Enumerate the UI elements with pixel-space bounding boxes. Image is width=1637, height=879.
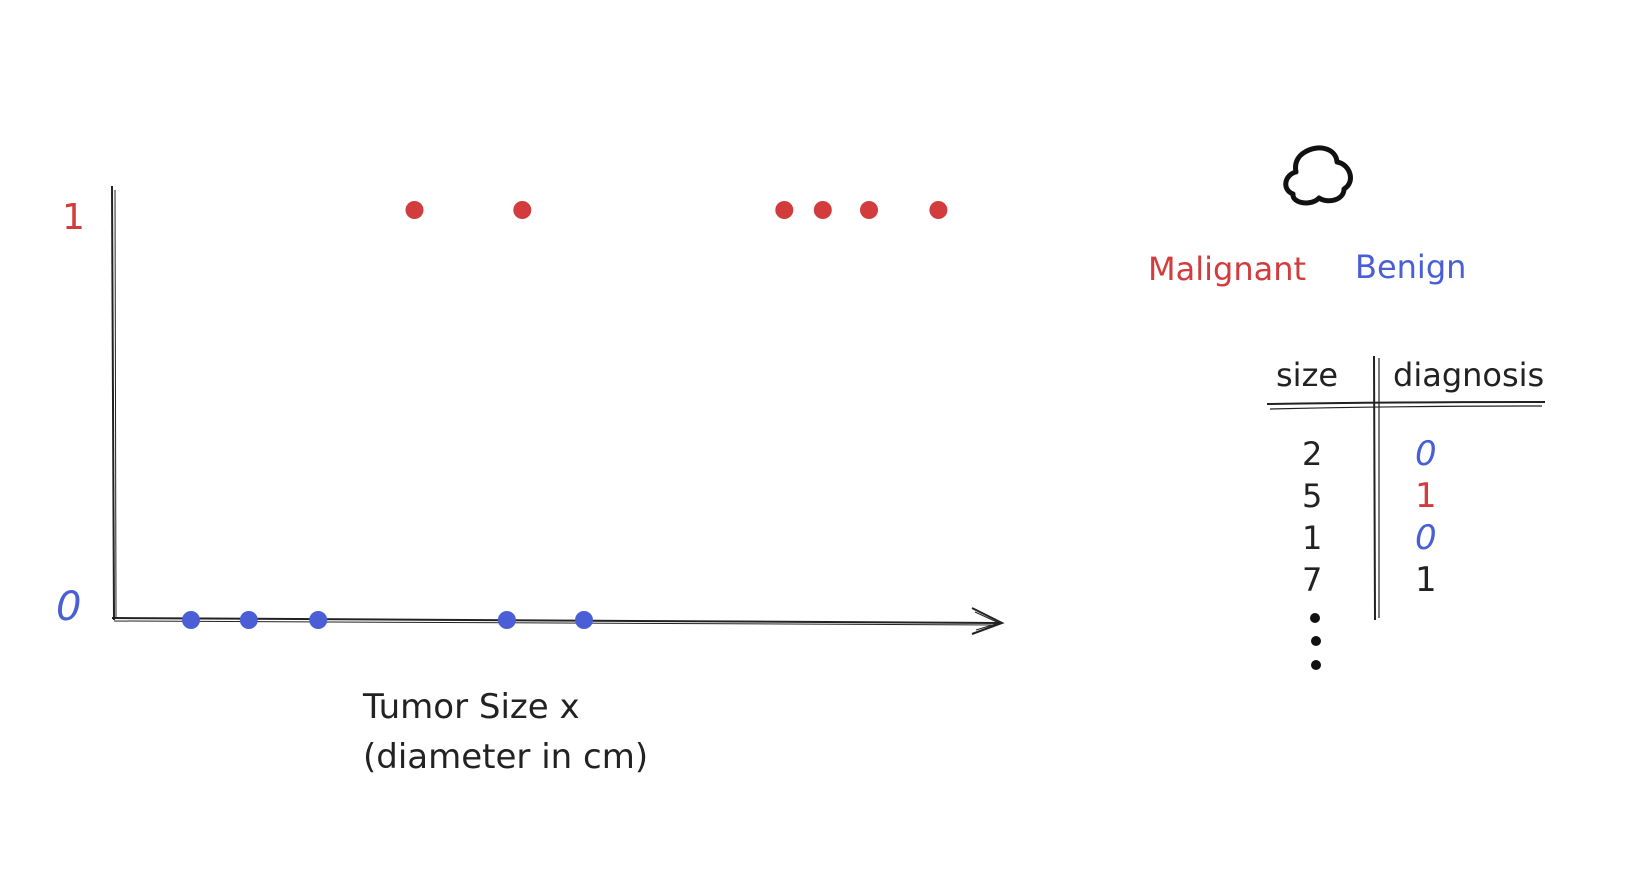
benign-point-4 — [497, 611, 516, 629]
x-axis-arrowhead-double — [974, 611, 1001, 631]
tumor-icon — [1283, 145, 1353, 206]
table-header-diagnosis: diagnosis — [1393, 356, 1544, 394]
x-axis-double — [113, 620, 999, 626]
table-header-size: size — [1276, 356, 1338, 394]
x-axis-label-line1: Tumor Size x — [362, 687, 580, 727]
table-cell-diagnosis-3: 0 — [1415, 518, 1437, 558]
malignant-point-2 — [513, 201, 532, 219]
y-axis — [111, 185, 115, 621]
axes — [111, 185, 1005, 635]
y-tick-label-1: 1 — [62, 197, 85, 238]
malignant-point-3 — [775, 201, 794, 219]
table-cell-size-2: 5 — [1302, 477, 1322, 515]
x-axis-arrowhead — [971, 607, 1005, 635]
data-table: size diagnosis 2 05 11 07 1 — [1266, 355, 1546, 670]
benign-point-1 — [182, 611, 200, 629]
more-rows-ellipsis — [1310, 613, 1321, 670]
table-cell-size-3: 1 — [1302, 519, 1322, 557]
table-header-rule-double — [1269, 405, 1543, 410]
legend: Malignant Benign — [1148, 145, 1466, 288]
benign-point-2 — [239, 611, 258, 629]
ellipsis-dot-1 — [1310, 613, 1320, 623]
legend-label-malignant: Malignant — [1148, 250, 1306, 288]
y-tick-label-0: 0 — [56, 584, 81, 630]
table-column-divider — [1373, 355, 1376, 621]
legend-label-benign: Benign — [1355, 248, 1466, 286]
ellipsis-dot-2 — [1311, 636, 1321, 646]
table-cell-size-1: 2 — [1302, 435, 1322, 473]
malignant-point-1 — [405, 201, 424, 219]
table-cell-diagnosis-4: 1 — [1415, 560, 1437, 600]
table-cell-size-4: 7 — [1302, 561, 1322, 599]
table-cell-diagnosis-2: 1 — [1415, 476, 1437, 516]
table-cell-diagnosis-1: 0 — [1415, 434, 1437, 474]
malignant-point-6 — [929, 201, 948, 219]
benign-point-5 — [575, 611, 593, 629]
x-axis-label-line2: (diameter in cm) — [363, 737, 648, 777]
ellipsis-dot-3 — [1311, 660, 1321, 670]
table-rows: 2 05 11 07 1 — [1302, 434, 1437, 600]
x-axis — [111, 617, 1001, 624]
benign-point-3 — [309, 611, 328, 629]
y-axis-double — [114, 189, 117, 619]
data-points — [182, 201, 948, 629]
malignant-point-4 — [813, 201, 832, 219]
table-header-rule — [1266, 401, 1546, 405]
malignant-point-5 — [860, 201, 878, 219]
